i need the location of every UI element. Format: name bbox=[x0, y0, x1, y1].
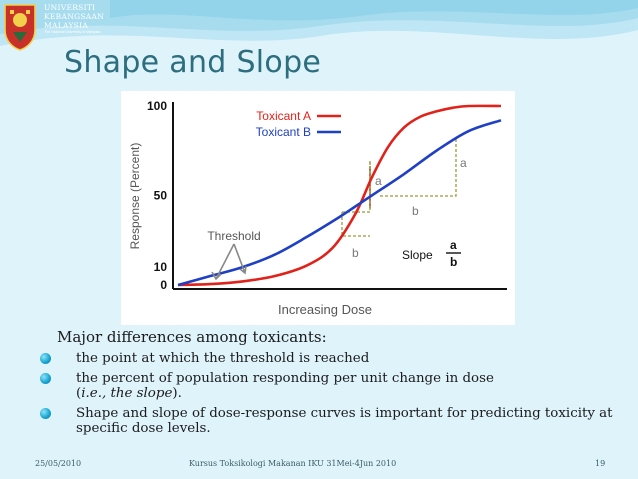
slope-formula-numerator: a bbox=[450, 238, 457, 252]
threshold-arrows bbox=[211, 243, 247, 281]
bullet-text: the point at which the threshold is reac… bbox=[76, 351, 370, 366]
university-crest-icon bbox=[4, 4, 36, 51]
legend-toxicant-b-label: Toxicant B bbox=[256, 125, 311, 139]
slope-formula-denominator: b bbox=[450, 255, 457, 269]
bullet-item: the point at which the threshold is reac… bbox=[40, 351, 620, 367]
bullet-item: the percent of population responding per… bbox=[40, 371, 620, 402]
logo-tagline: The National University of Malaysia bbox=[44, 30, 101, 34]
logo-line-1: UNIVERSITI bbox=[44, 3, 96, 12]
bullet-text-italic: i.e., the slope bbox=[81, 386, 173, 401]
red-slope-a-label: a bbox=[375, 174, 382, 188]
bullet-text-open: ( bbox=[76, 386, 82, 401]
threshold-annotation: Threshold bbox=[207, 229, 260, 243]
y-tick-label: 10 bbox=[154, 260, 168, 274]
slide-title: Shape and Slope bbox=[64, 45, 322, 80]
bullet-icon bbox=[40, 372, 51, 384]
y-tick-label: 100 bbox=[147, 99, 167, 113]
blue-slope-a-label: a bbox=[460, 156, 467, 170]
legend-toxicant-a-label: Toxicant A bbox=[256, 109, 311, 123]
footer-page-number: 19 bbox=[595, 459, 606, 468]
toxicant-a-curve bbox=[177, 104, 502, 287]
dose-response-chart: Response (Percent) Increasing Dose 0 10 50… bbox=[121, 91, 515, 325]
blue-slope-b-label: b bbox=[412, 204, 419, 218]
red-slope-b-label: b bbox=[352, 246, 359, 260]
footer-course: Kursus Toksikologi Makanan IKU 31Mei-4Ju… bbox=[189, 459, 397, 468]
x-axis-label: Increasing Dose bbox=[278, 302, 372, 317]
toxicant-b-curve bbox=[177, 119, 502, 287]
bullet-icon bbox=[40, 407, 51, 419]
y-tick-label: 50 bbox=[154, 189, 168, 203]
blue-slope-guide bbox=[380, 137, 457, 197]
bullet-list: the point at which the threshold is reac… bbox=[40, 351, 620, 441]
university-logo: UNIVERSITI KEBANGSAAN MALAYSIA The Natio… bbox=[0, 0, 108, 56]
intro-text: Major differences among toxicants: bbox=[57, 328, 327, 346]
bullet-item: Shape and slope of dose-response curves … bbox=[40, 406, 620, 437]
logo-line-2: KEBANGSAAN bbox=[44, 12, 105, 21]
bullet-text: Shape and slope of dose-response curves … bbox=[76, 405, 613, 437]
bullet-text-close: ). bbox=[172, 386, 182, 401]
bullet-text-main: the percent of population responding per… bbox=[76, 370, 494, 386]
logo-line-3: MALAYSIA bbox=[44, 21, 89, 30]
slope-formula-label: Slope bbox=[402, 248, 433, 262]
red-slope-run bbox=[341, 212, 370, 237]
y-axis-label: Response (Percent) bbox=[128, 143, 142, 250]
bullet-icon bbox=[40, 353, 51, 364]
y-tick-label: 0 bbox=[160, 278, 167, 292]
footer-date: 25/05/2010 bbox=[35, 459, 82, 468]
header-wave-decoration bbox=[0, 0, 638, 46]
